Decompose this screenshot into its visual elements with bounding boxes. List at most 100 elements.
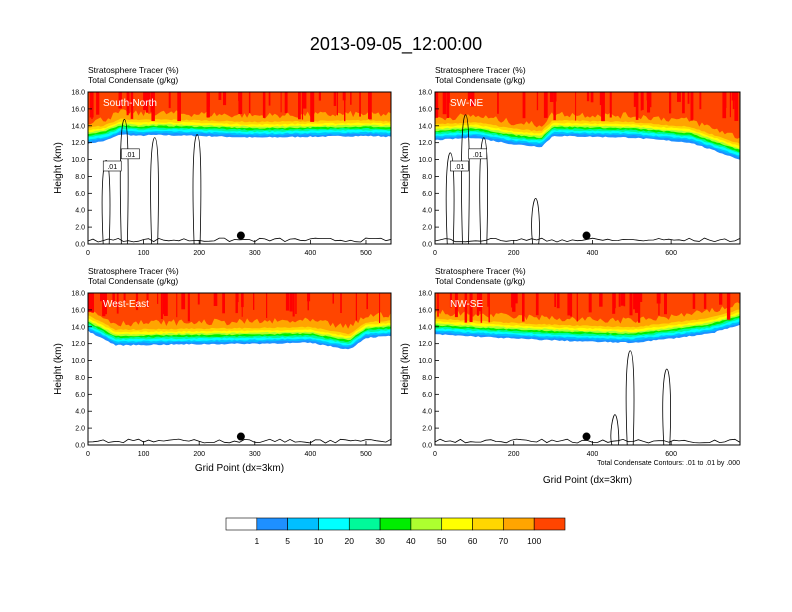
panel-subtitle-2: Total Condensate (g/kg)	[435, 75, 525, 85]
cloud-contour	[610, 414, 620, 445]
tracer-streak	[177, 92, 181, 122]
colorbar-swatch	[410, 517, 443, 531]
x-tick-label: 500	[360, 250, 372, 257]
y-tick-label: 10.0	[418, 358, 432, 365]
y-tick-label: 8.0	[75, 375, 85, 382]
tracer-streak	[163, 293, 167, 315]
tracer-streak	[248, 92, 251, 114]
tracer-streak	[514, 293, 518, 304]
colorbar-label: 100	[527, 536, 541, 546]
tracer-streak	[556, 293, 560, 309]
y-tick-label: 6.0	[75, 392, 85, 399]
tracer-streak	[151, 92, 155, 121]
surface-contour	[435, 438, 740, 444]
colorbar-label: 5	[285, 536, 290, 546]
tracer-streak	[181, 293, 186, 310]
y-tick-label: 2.0	[422, 225, 432, 232]
x-tick-label: 500	[360, 451, 372, 458]
tracer-streak	[476, 293, 479, 316]
panel-label: South-North	[103, 98, 157, 109]
x-tick-label: 400	[587, 250, 599, 257]
tracer-streak	[554, 293, 556, 307]
y-tick-label: 4.0	[422, 409, 432, 416]
tracer-streak	[302, 92, 307, 109]
tracer-streak	[222, 293, 225, 314]
tracer-streak	[332, 293, 334, 304]
plot-frame	[87, 292, 392, 446]
tracer-streak	[731, 92, 735, 101]
y-tick-label: 10.0	[418, 157, 432, 164]
tracer-streak	[146, 92, 149, 113]
tracer-streak	[223, 92, 227, 106]
tracer-streak	[497, 92, 499, 114]
tracer-streak	[726, 293, 731, 320]
tracer-streak	[588, 293, 592, 313]
y-tick-label: 2.0	[75, 225, 85, 232]
tracer-streak	[618, 293, 621, 307]
tracer-streak	[148, 92, 151, 101]
x-tick-label: 600	[665, 250, 677, 257]
tracer-streak	[658, 293, 660, 316]
x-tick-label: 300	[249, 250, 261, 257]
tracer-streak	[599, 293, 603, 307]
tracer-streak	[344, 92, 346, 122]
colorbar-label: 50	[437, 536, 447, 546]
tracer-streak	[91, 293, 94, 313]
panel-south-north: .01 .01 0.0 2.0 4.0 6.0 8.0 10.0 12.0 14.0 16.0 18.…	[53, 65, 392, 257]
panel-label: SW-NE	[450, 98, 483, 109]
tracer-streak	[719, 293, 723, 305]
tracer-streak	[511, 293, 513, 308]
tracer-streak	[590, 92, 594, 103]
colorbar-swatch	[441, 517, 473, 531]
condensate-contours	[88, 438, 391, 444]
tracer-streak	[543, 92, 548, 118]
tracer-streak	[355, 293, 357, 321]
y-tick-label: 4.0	[75, 409, 85, 416]
colorbar-swatch	[348, 517, 381, 531]
y-tick-label: 14.0	[418, 324, 432, 331]
tracer-streak	[586, 92, 590, 102]
tracer-band	[435, 92, 740, 139]
tracer-streak	[295, 293, 297, 314]
y-tick-label: 2.0	[75, 426, 85, 433]
tracer-streak	[160, 293, 163, 319]
y-tick-label: 0.0	[422, 242, 432, 249]
tracer-streak	[633, 92, 637, 107]
y-tick-label: 0.0	[75, 443, 85, 450]
tracer-streak	[310, 92, 315, 122]
y-tick-label: 10.0	[71, 157, 85, 164]
tracer-streak	[437, 293, 439, 317]
x-tick-label: 0	[86, 451, 90, 458]
y-tick-label: 8.0	[75, 174, 85, 181]
tracer-streak	[262, 92, 266, 118]
x-tick-label: 400	[305, 451, 317, 458]
y-tick-label: 16.0	[418, 307, 432, 314]
y-axis-label: Height (km)	[53, 142, 64, 194]
tracer-streak	[623, 293, 625, 303]
tracer-streak	[292, 293, 295, 317]
y-tick-label: 2.0	[422, 426, 432, 433]
colorbar-label: 1	[254, 536, 259, 546]
cloud-contour	[192, 134, 202, 244]
tracer-streak	[639, 293, 643, 302]
y-tick-label: 6.0	[422, 392, 432, 399]
y-tick-label: 14.0	[71, 324, 85, 331]
contour-label: .01	[107, 164, 117, 171]
tracer-streak	[470, 92, 475, 107]
x-tick-label: 200	[193, 451, 205, 458]
y-tick-label: 6.0	[422, 191, 432, 198]
y-tick-label: 16.0	[71, 106, 85, 113]
tracer-streak	[284, 92, 288, 114]
cloud-contour	[662, 368, 671, 445]
tracer-streak	[575, 92, 577, 121]
panel-subtitle-1: Stratosphere Tracer (%)	[88, 65, 179, 75]
contour-label: .01	[473, 152, 483, 159]
y-tick-label: 18.0	[418, 90, 432, 97]
tracer-streak	[464, 293, 468, 323]
tracer-streak	[446, 92, 450, 118]
tracer-streak	[301, 92, 304, 120]
tracer-streak	[535, 293, 539, 316]
colorbar-swatch	[533, 517, 566, 531]
y-tick-label: 8.0	[422, 174, 432, 181]
tracer-streak	[567, 293, 572, 316]
